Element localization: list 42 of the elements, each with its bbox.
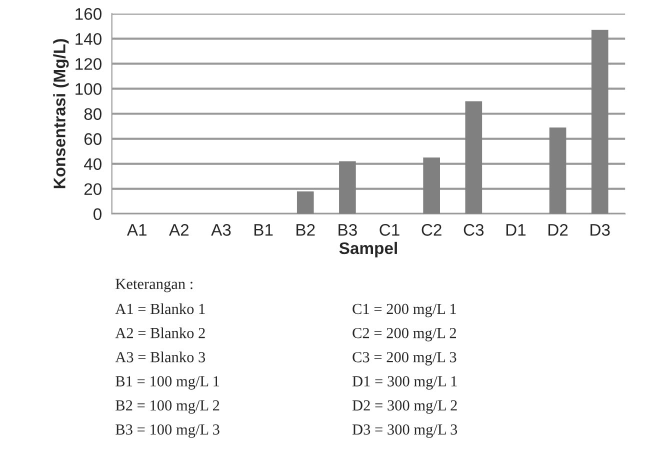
y-tick-label: 60: [84, 133, 102, 145]
text: C2 = 200 mg/L 2: [352, 328, 456, 342]
x-tick-label: C2: [422, 224, 442, 236]
y-axis-title: Konsentrasi (Mg/L): [53, 39, 69, 188]
y-tick-label: 160: [76, 8, 102, 20]
y-tick-label: 140: [76, 33, 102, 45]
bar: [423, 158, 440, 214]
x-tick-label: B2: [296, 224, 315, 236]
x-tick-label: C1: [380, 224, 400, 236]
bar: [296, 191, 314, 214]
y-tick-label: 80: [84, 108, 102, 120]
text: A1 = Blanko 1: [115, 303, 205, 314]
text: A2 = Blanko 2: [115, 327, 205, 338]
y-tick-label: 120: [76, 58, 102, 70]
text: A3 = Blanko 3: [115, 352, 206, 362]
y-tick-label: 100: [76, 83, 102, 95]
text: D3 = 300 mg/L 3: [352, 424, 458, 438]
x-tick-label: B1: [254, 224, 273, 236]
bar: [591, 30, 608, 214]
bar: [465, 101, 482, 214]
x-axis-title: Sampel: [339, 242, 397, 258]
text: B1 = 100 mg/L 1: [116, 376, 220, 390]
x-tick-label: D3: [590, 224, 610, 236]
x-tick-label: D2: [548, 224, 568, 236]
text: B3 = 100 mg/L 3: [116, 424, 220, 438]
text: C1 = 200 mg/L 1: [352, 304, 456, 318]
text: C3 = 200 mg/L 3: [352, 352, 456, 366]
y-tick-label: 20: [84, 183, 102, 196]
text: D1 = 300 mg/L 1: [352, 376, 457, 390]
y-tick-label: 0: [94, 208, 102, 220]
text: Keterangan :: [116, 278, 192, 292]
bar: [339, 161, 356, 214]
x-tick-label: A1: [126, 224, 146, 236]
text: D2 = 300 mg/L 2: [352, 400, 457, 414]
y-tick-label: 40: [84, 158, 102, 170]
x-tick-label: A3: [211, 224, 231, 236]
text: B2 = 100 mg/L 2: [116, 400, 220, 414]
x-tick-label: D1: [506, 224, 526, 236]
x-tick-label: A2: [169, 224, 189, 236]
x-tick-label: C3: [464, 224, 484, 236]
bar: [549, 128, 566, 214]
x-tick-label: B3: [338, 224, 357, 236]
